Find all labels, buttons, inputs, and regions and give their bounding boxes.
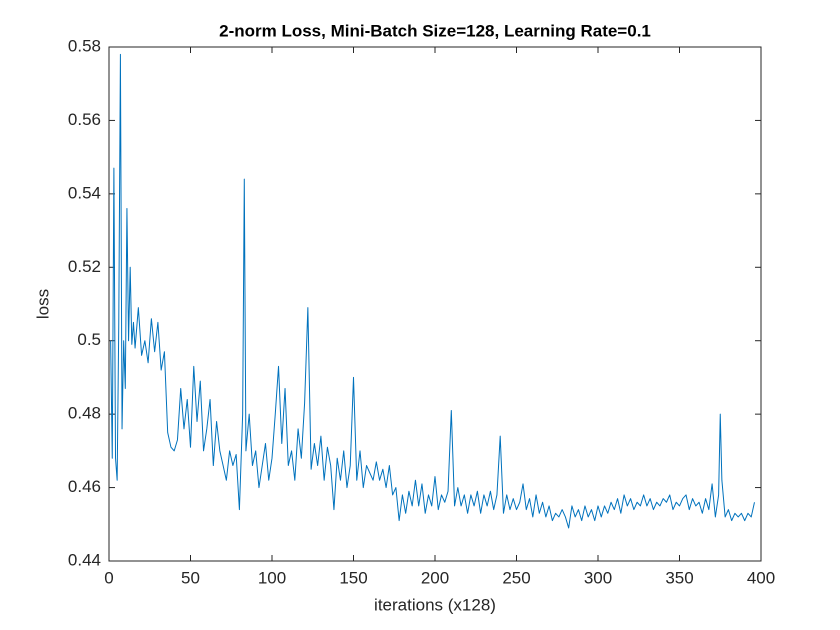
y-tick-label: 0.56	[68, 110, 101, 129]
y-tick-label: 0.58	[68, 36, 101, 55]
x-tick-label: 350	[665, 568, 693, 587]
y-tick-label: 0.44	[68, 550, 101, 569]
x-tick-label: 150	[339, 568, 367, 587]
y-tick-label: 0.48	[68, 404, 101, 423]
y-tick-label: 0.52	[68, 257, 101, 276]
y-axis-label: loss	[33, 289, 52, 319]
x-tick-label: 200	[421, 568, 449, 587]
loss-line	[110, 53, 755, 529]
y-tick-label: 0.5	[77, 330, 101, 349]
x-tick-label: 100	[258, 568, 286, 587]
x-axis-label: iterations (x128)	[374, 595, 496, 614]
x-tick-label: 250	[502, 568, 530, 587]
x-tick-label: 0	[104, 568, 113, 587]
x-tick-label: 50	[181, 568, 200, 587]
x-tick-label: 400	[747, 568, 775, 587]
y-tick-label: 0.54	[68, 183, 101, 202]
chart-title: 2-norm Loss, Mini-Batch Size=128, Learni…	[219, 21, 651, 40]
x-tick-label: 300	[584, 568, 612, 587]
y-tick-label: 0.46	[68, 477, 101, 496]
